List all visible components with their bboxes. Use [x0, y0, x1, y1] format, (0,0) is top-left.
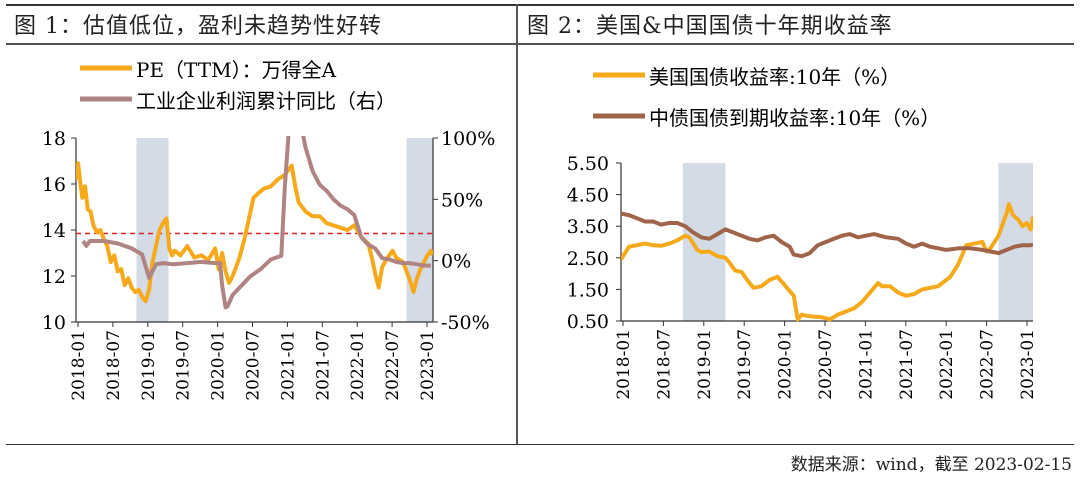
- y-tick-label-left: 4.50: [567, 185, 609, 207]
- legend-label-pe: PE（TTM）：万得全A: [136, 58, 337, 82]
- right-panel-title: 图 2：美国&中国国债十年期收益率: [527, 14, 893, 39]
- x-tick-label: 2020-07: [244, 330, 264, 401]
- series-line-1: [621, 211, 1033, 259]
- x-tick-label: 2022-01: [348, 330, 368, 401]
- y-tick-label-right: 100%: [441, 128, 495, 150]
- x-tick-label: 2020-01: [209, 330, 229, 401]
- y-tick-label-left: 18: [42, 128, 66, 150]
- series-group: [621, 202, 1033, 322]
- y-tick-label-right: -50%: [441, 312, 490, 334]
- x-tick-label: 2019-01: [139, 330, 159, 401]
- x-tick-label: 2018-07: [654, 329, 674, 400]
- panel-divider: [516, 4, 518, 444]
- x-tick-label: 2020-07: [816, 329, 836, 400]
- x-tick-label: 2018-01: [69, 330, 89, 401]
- x-tick-label: 2019-07: [174, 330, 194, 401]
- x-tick-label: 2023-01: [1018, 329, 1038, 400]
- legend-label-profit: 工业企业利润累计同比（右）: [136, 89, 396, 113]
- y-tick-label-left: 14: [42, 220, 66, 242]
- series-group: [76, 136, 433, 310]
- y-tick-label-left: 10: [42, 312, 66, 334]
- x-tick-label: 2022-07: [978, 329, 998, 400]
- x-tick-label: 2019-01: [695, 329, 715, 400]
- shaded-period-0: [682, 163, 726, 321]
- series-line-0: [76, 161, 433, 304]
- x-tick-label: 2019-07: [735, 329, 755, 400]
- figure-frame: [6, 4, 1074, 445]
- y-tick-label-left: 16: [42, 174, 66, 196]
- y-tick-label-left: 5.50: [567, 153, 609, 175]
- y-tick-label-right: 50%: [441, 189, 483, 211]
- shaded-period-1: [998, 163, 1033, 321]
- x-tick-label: 2018-07: [104, 330, 124, 401]
- x-tick-label: 2021-01: [856, 329, 876, 400]
- legend-label-cn: 中债国债到期收益率:10年（%）: [649, 106, 940, 130]
- y-tick-label-left: 0.50: [567, 311, 609, 333]
- y-tick-label-left: 2.50: [567, 248, 609, 270]
- legend-label-us: 美国国债收益率:10年（%）: [649, 65, 900, 89]
- x-tick-label: 2018-01: [614, 329, 634, 400]
- series-line-1: [81, 136, 431, 310]
- x-tick-label: 2023-01: [418, 330, 438, 401]
- source-note: 数据来源：wind，截至 2023-02-15: [790, 455, 1072, 475]
- y-tick-label-left: 1.50: [567, 279, 609, 301]
- shaded-period-1: [406, 138, 433, 322]
- left-panel-title: 图 1：估值低位，盈利未趋势性好转: [14, 14, 382, 39]
- x-tick-label: 2022-01: [937, 329, 957, 400]
- x-tick-label: 2020-01: [776, 329, 796, 400]
- x-tick-label: 2021-07: [897, 329, 917, 400]
- x-tick-label: 2022-07: [383, 330, 403, 401]
- header-rule: [6, 43, 1074, 45]
- x-tick-label: 2021-07: [313, 330, 333, 401]
- series-line-0: [621, 202, 1033, 322]
- x-tick-label: 2021-01: [278, 330, 298, 401]
- y-tick-label-left: 12: [42, 266, 66, 288]
- y-tick-label-right: 0%: [441, 251, 471, 273]
- shaded-period-0: [136, 138, 169, 322]
- y-tick-label-left: 3.50: [567, 216, 609, 238]
